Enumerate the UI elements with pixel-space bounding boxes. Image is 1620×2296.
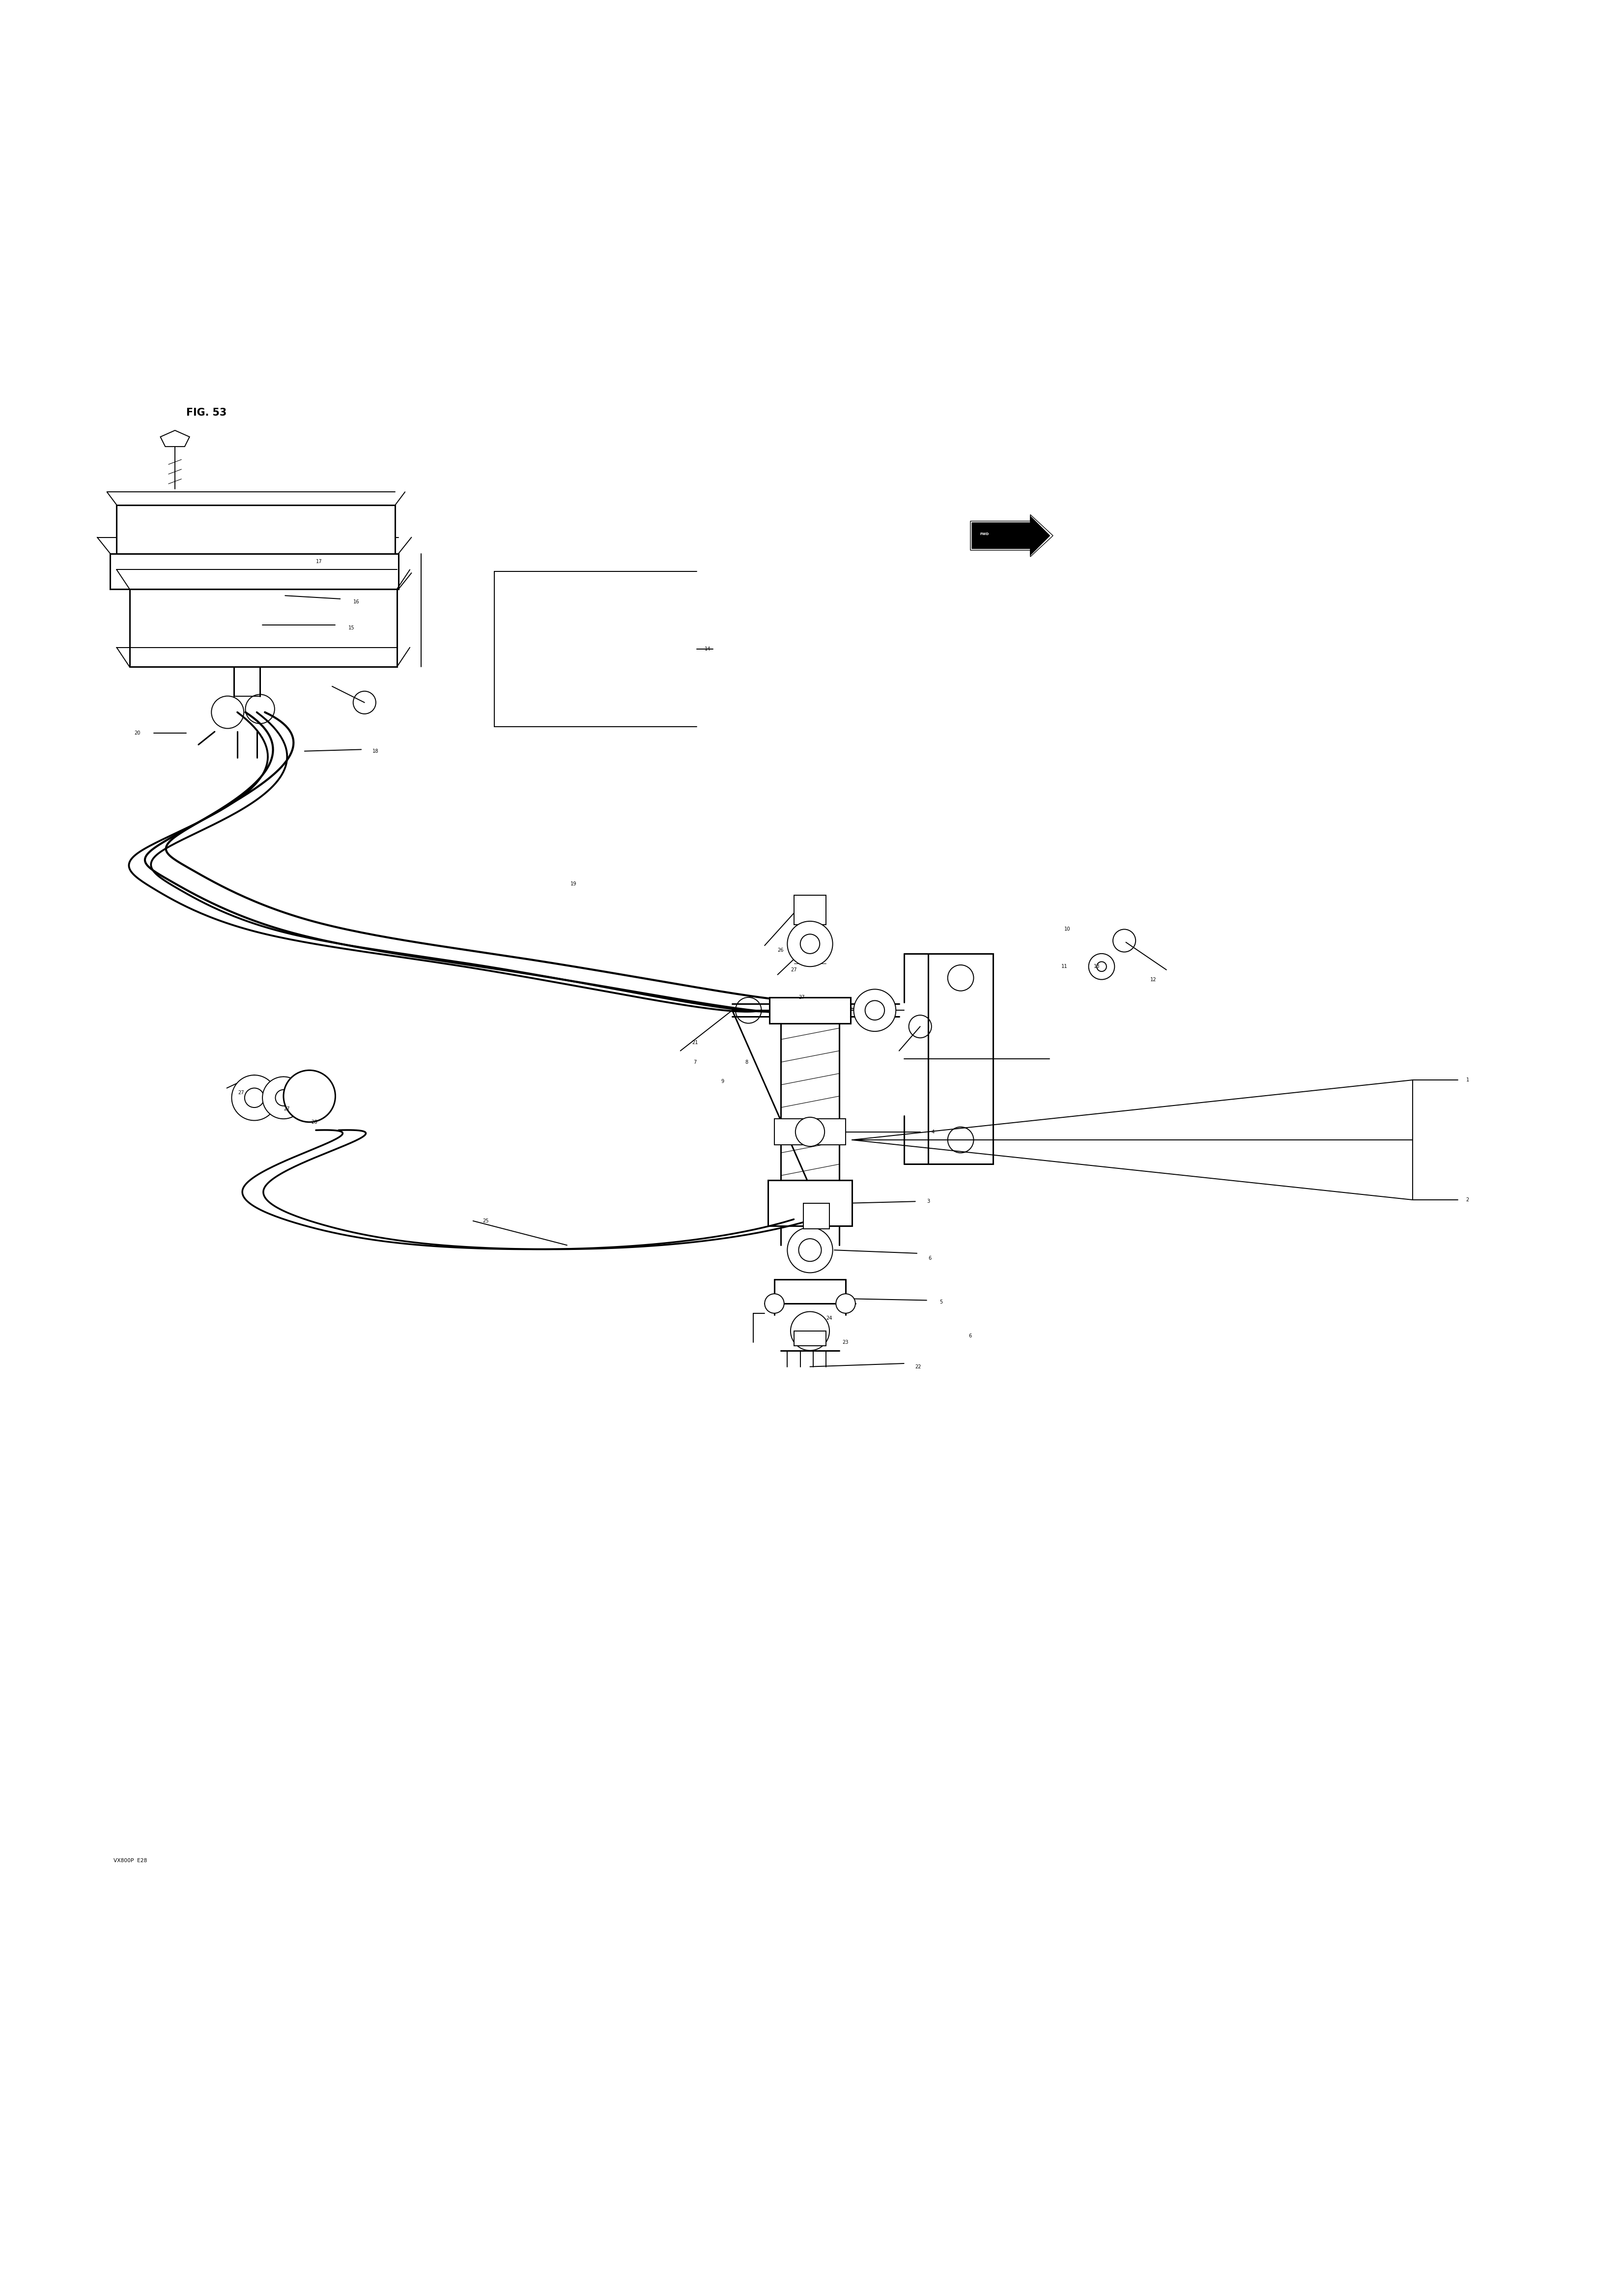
Circle shape	[795, 1118, 825, 1146]
Circle shape	[800, 934, 820, 953]
Text: 6: 6	[969, 1334, 972, 1339]
Text: 14: 14	[705, 647, 711, 652]
Circle shape	[787, 1228, 833, 1272]
Bar	[804, 1203, 829, 1228]
Circle shape	[1097, 962, 1106, 971]
Text: 21: 21	[692, 1040, 698, 1045]
Text: 3: 3	[927, 1199, 930, 1203]
Text: VX800P  E28: VX800P E28	[113, 1857, 147, 1864]
Circle shape	[836, 1293, 855, 1313]
Text: 26: 26	[778, 948, 784, 953]
Text: 6: 6	[928, 1256, 932, 1261]
Bar	[130, 590, 397, 666]
Text: 12: 12	[1150, 978, 1157, 983]
Text: 19: 19	[570, 882, 577, 886]
Bar	[794, 1332, 826, 1345]
Polygon shape	[160, 429, 190, 448]
Bar	[110, 553, 399, 590]
Bar	[794, 895, 826, 925]
Bar	[300, 1081, 322, 1104]
Text: 2: 2	[1466, 1199, 1469, 1203]
Text: 27: 27	[283, 1107, 290, 1111]
Text: 4: 4	[932, 1130, 935, 1134]
Text: 8: 8	[745, 1061, 748, 1065]
Circle shape	[275, 1091, 292, 1107]
Bar	[117, 505, 395, 553]
Circle shape	[865, 1001, 885, 1019]
Text: 23: 23	[842, 1341, 849, 1345]
Text: 20: 20	[134, 730, 141, 735]
Circle shape	[283, 1070, 335, 1123]
Circle shape	[765, 1293, 784, 1313]
Bar	[928, 953, 993, 1164]
Text: FWD: FWD	[980, 533, 990, 535]
Text: 9: 9	[721, 1079, 724, 1084]
Text: 1: 1	[1466, 1077, 1469, 1081]
Text: 16: 16	[353, 599, 360, 604]
Text: 13: 13	[1094, 964, 1100, 969]
Circle shape	[262, 1077, 305, 1118]
Bar	[774, 1118, 846, 1146]
Text: 18: 18	[373, 748, 379, 753]
Text: 7: 7	[693, 1061, 697, 1065]
Text: 25: 25	[483, 1219, 489, 1224]
Circle shape	[854, 990, 896, 1031]
Text: 27: 27	[799, 994, 805, 999]
Text: 27: 27	[791, 967, 797, 971]
Text: 24: 24	[826, 1316, 833, 1320]
Polygon shape	[769, 996, 850, 1024]
Text: 17: 17	[316, 560, 322, 565]
Circle shape	[245, 1088, 264, 1107]
Text: 27: 27	[238, 1091, 245, 1095]
Text: 15: 15	[348, 625, 355, 631]
Circle shape	[232, 1075, 277, 1120]
Text: 5: 5	[940, 1300, 943, 1304]
Bar	[768, 1180, 852, 1226]
Text: 10: 10	[1064, 928, 1071, 932]
Circle shape	[787, 921, 833, 967]
Circle shape	[799, 1240, 821, 1261]
Circle shape	[791, 1311, 829, 1350]
Text: 11: 11	[1061, 964, 1068, 969]
Circle shape	[1089, 953, 1115, 980]
Polygon shape	[972, 517, 1050, 556]
Text: 22: 22	[915, 1364, 922, 1368]
Text: 26: 26	[311, 1120, 318, 1125]
Text: FIG. 53: FIG. 53	[186, 409, 227, 418]
